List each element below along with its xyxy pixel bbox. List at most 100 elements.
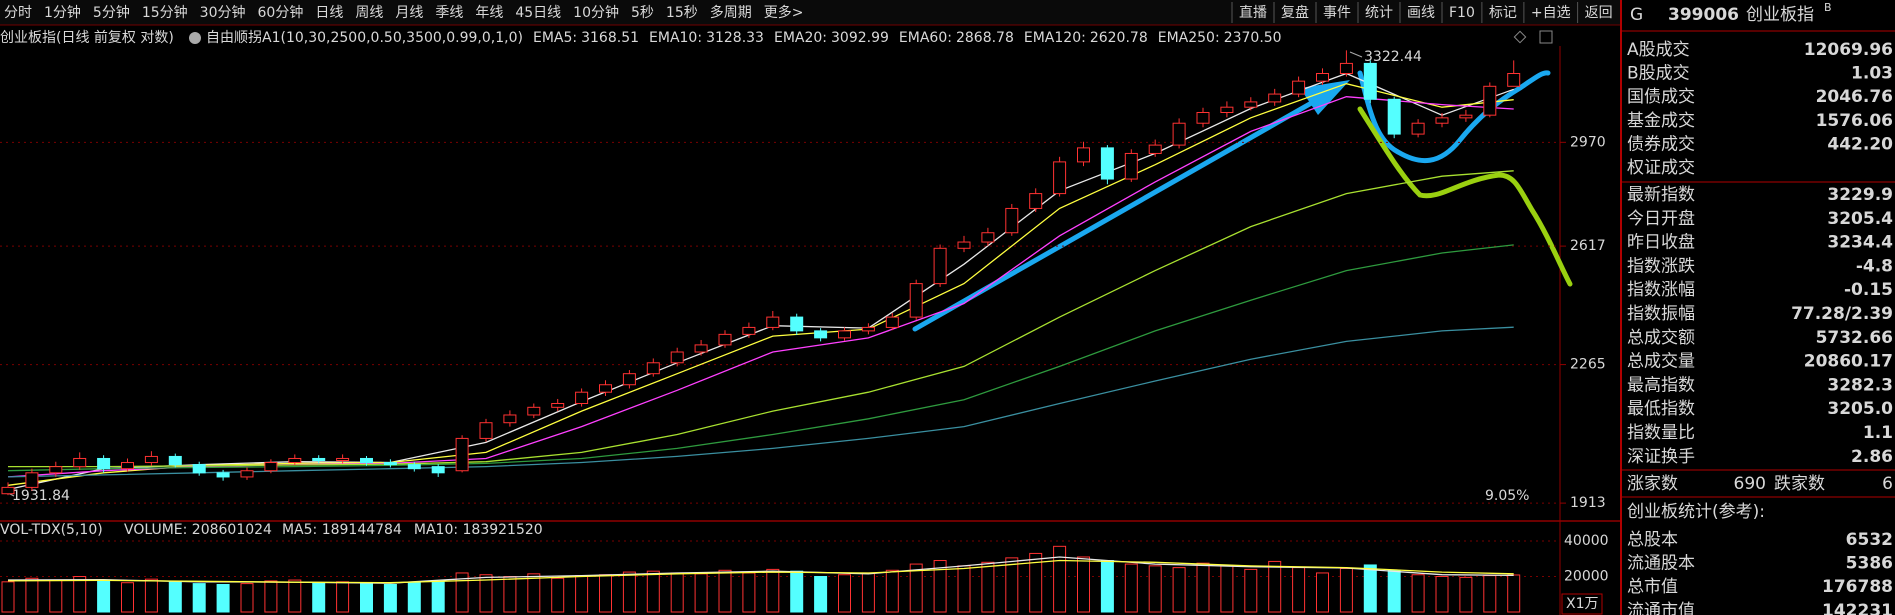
quote-label: 指数量比 (1627, 423, 1695, 443)
chart-title: 创业板指(日线 前复权 对数) (0, 29, 174, 46)
quote-value: 442.20 (1827, 134, 1893, 154)
toolbar-button[interactable]: 返回 (1585, 5, 1613, 21)
quote-value: 5386 (1846, 554, 1893, 574)
toolbar-tab[interactable]: 15秒 (666, 5, 698, 21)
volume-bar (1483, 575, 1497, 613)
quote-value: 3282.3 (1827, 375, 1893, 395)
y-tick-label: 2970 (1570, 134, 1606, 150)
toolbar-tab[interactable]: 45日线 (515, 5, 561, 21)
volume-bar (766, 568, 780, 613)
quote-label: 总成交量 (1627, 352, 1695, 372)
volume-bar (168, 581, 182, 613)
toolbar-tab[interactable]: 周线 (355, 5, 383, 21)
legend-name: EMA120: (1024, 30, 1086, 46)
quote-label: A股成交 (1627, 40, 1690, 60)
quote-value: 20860.17 (1804, 352, 1893, 372)
volume-bar (1292, 567, 1306, 613)
ma-line (7, 83, 1514, 486)
toolbar-button[interactable]: 复盘 (1281, 4, 1309, 21)
toolbar-tab[interactable]: 5秒 (631, 5, 654, 21)
volume-bar (1244, 568, 1258, 613)
candle-body (742, 326, 756, 335)
toolbar-tab[interactable]: 日线 (315, 5, 343, 21)
breadth-value: 690 (1734, 474, 1766, 494)
quote-panel: G 399006 创业板指 B 涨家数 690 跌家数 6 创业板统计(参考):… (1622, 1, 1895, 615)
candle-body (240, 470, 254, 478)
dropdown-icon[interactable] (189, 32, 201, 44)
volume-bar (312, 582, 326, 613)
toolbar-tab[interactable]: 分时 (4, 5, 32, 21)
toolbar-tab[interactable]: 季线 (435, 5, 463, 21)
ma-line (7, 244, 1514, 472)
candle-body (1435, 117, 1449, 124)
volume-bar (909, 563, 923, 613)
toolbar-button[interactable]: 画线 (1407, 5, 1435, 21)
toolbar-button[interactable]: +自选 (1531, 5, 1571, 21)
toolbar-tab[interactable]: 60分钟 (258, 4, 304, 21)
toolbar-button[interactable]: 事件 (1323, 5, 1351, 21)
candle-body (1387, 98, 1401, 135)
toolbar-button[interactable]: 统计 (1365, 5, 1393, 21)
volume-bar (1435, 576, 1449, 613)
candle-body (25, 472, 39, 488)
toolbar-tab[interactable]: 1分钟 (44, 4, 81, 21)
candle-body (168, 455, 182, 466)
icon[interactable] (1539, 30, 1553, 44)
candle-body (1053, 161, 1067, 195)
legend-name: EMA250: (1158, 30, 1220, 46)
candle-body (957, 241, 971, 249)
volume-bar (25, 577, 39, 613)
quote-label: 深证换手 (1627, 447, 1695, 467)
toolbar-tab[interactable]: 月线 (395, 5, 423, 21)
candle-body (1459, 114, 1473, 119)
quote-value: 77.28/2.39 (1791, 304, 1893, 324)
volume-header: VOLUME: 208601024 (124, 522, 272, 538)
volume-bar (1053, 545, 1067, 613)
icon[interactable] (1513, 30, 1527, 44)
volume-bar (360, 583, 373, 613)
candle-body (1029, 193, 1043, 209)
candle-body (1244, 101, 1258, 108)
candle-body (718, 333, 732, 346)
toolbar-button[interactable]: 直播 (1239, 4, 1267, 21)
volume-bar (1459, 576, 1473, 613)
quote-value: 5732.66 (1816, 328, 1893, 348)
volume-bar (1220, 565, 1234, 613)
toolbar-tab[interactable]: 10分钟 (573, 4, 619, 21)
toolbar-tab[interactable]: 多周期 (710, 4, 752, 21)
quote-label: 权证成交 (1627, 158, 1695, 178)
volume-bar (622, 571, 636, 613)
toolbar-tab[interactable]: 5分钟 (93, 4, 130, 21)
y-tick-label: 2617 (1570, 238, 1606, 254)
quote-value: 3229.9 (1827, 185, 1893, 205)
volume-bar (1507, 574, 1521, 613)
candle-body (216, 472, 230, 478)
chart-icons (189, 30, 1553, 44)
quote-value: 176788 (1822, 577, 1893, 597)
candle-body (1363, 62, 1377, 100)
quote-value: 142231 (1822, 601, 1893, 615)
toolbar-tab[interactable]: 更多> (764, 4, 804, 21)
quote-label: 流通股本 (1627, 554, 1695, 574)
volume-bar (336, 581, 350, 613)
toolbar-tab[interactable]: 30分钟 (200, 4, 246, 21)
volume-bar (1316, 572, 1329, 613)
volume-bar (885, 569, 899, 613)
high-label: 3322.44 (1364, 49, 1422, 65)
volume-bar (97, 580, 111, 613)
candle-body (479, 422, 493, 439)
quote-label: 指数涨跌 (1627, 256, 1695, 276)
quote-value: -4.8 (1856, 256, 1893, 276)
toolbar-tab[interactable]: 15分钟 (142, 4, 188, 21)
quote-label: 总市值 (1627, 577, 1678, 597)
toolbar-button[interactable]: F10 (1449, 5, 1475, 21)
projection-curve (1357, 70, 1551, 164)
quote-value: -0.15 (1844, 280, 1893, 300)
candle-body (766, 316, 780, 328)
legend-value: 2370.50 (1224, 30, 1282, 46)
volume-bar (814, 576, 828, 613)
candle-body (144, 455, 158, 464)
candle-body (981, 232, 995, 243)
toolbar-tab[interactable]: 年线 (475, 5, 503, 21)
toolbar-button[interactable]: 标记 (1489, 5, 1517, 21)
